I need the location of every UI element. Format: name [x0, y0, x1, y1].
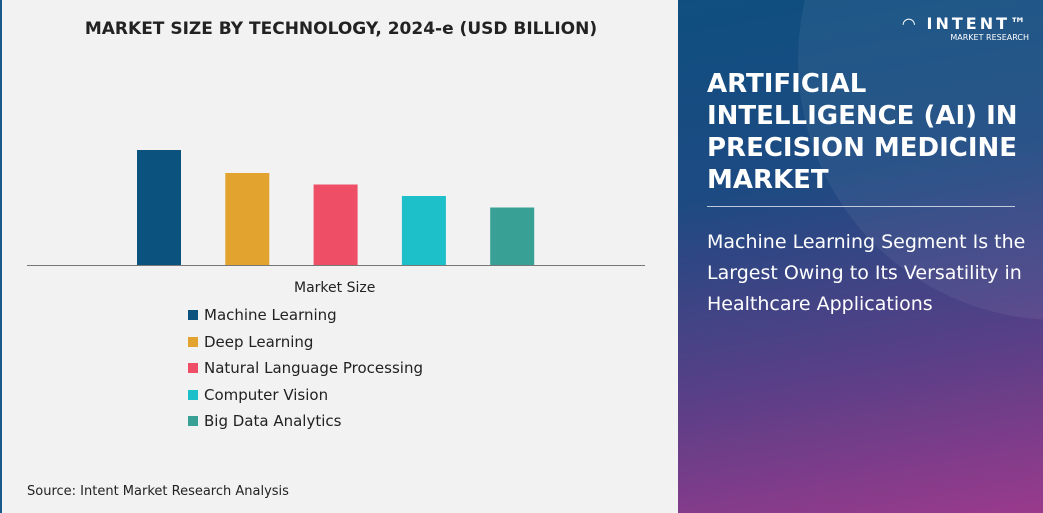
- legend-label: Deep Learning: [204, 332, 314, 351]
- legend-label: Natural Language Processing: [204, 359, 423, 378]
- source-note: Source: Intent Market Research Analysis: [27, 484, 289, 499]
- report-title: ARTIFICIAL INTELLIGENCE (AI) IN PRECISIO…: [707, 69, 1018, 195]
- logo: ◠ INTENT™ MARKET RESEARCH: [902, 14, 1029, 42]
- legend-title: Market Size: [294, 280, 376, 296]
- legend-item: Big Data Analytics: [188, 408, 423, 435]
- chart-panel: MARKET SIZE BY TECHNOLOGY, 2024-e (USD B…: [0, 0, 678, 513]
- chart-title: MARKET SIZE BY TECHNOLOGY, 2024-e (USD B…: [84, 19, 598, 39]
- legend-item: Machine Learning: [188, 302, 423, 329]
- legend-swatch: [188, 363, 198, 374]
- legend-swatch: [188, 389, 198, 400]
- legend-swatch: [188, 416, 198, 427]
- bar-natural-language-processing: [313, 184, 358, 265]
- legend-swatch: [188, 336, 198, 347]
- bar-big-data-analytics: [490, 207, 535, 265]
- legend-swatch: [188, 310, 198, 321]
- bar-computer-vision: [401, 196, 446, 265]
- report-subtitle: Machine Learning Segment Is the Largest …: [707, 231, 1026, 315]
- bar-chart: [27, 150, 645, 266]
- legend-label: Computer Vision: [204, 385, 329, 404]
- legend-item: Deep Learning: [188, 329, 423, 356]
- bar-machine-learning: [137, 150, 181, 265]
- divider: [707, 206, 1015, 207]
- legend-item: Natural Language Processing: [188, 355, 423, 382]
- legend-label: Machine Learning: [204, 306, 337, 325]
- legend-label: Big Data Analytics: [204, 412, 342, 431]
- bar-deep-learning: [225, 173, 270, 265]
- legend-item: Computer Vision: [188, 382, 423, 409]
- legend: Market Size Machine Learning Deep Learnin…: [188, 280, 423, 435]
- info-panel: ◠ INTENT™ MARKET RESEARCH ARTIFICIAL INT…: [678, 0, 1043, 513]
